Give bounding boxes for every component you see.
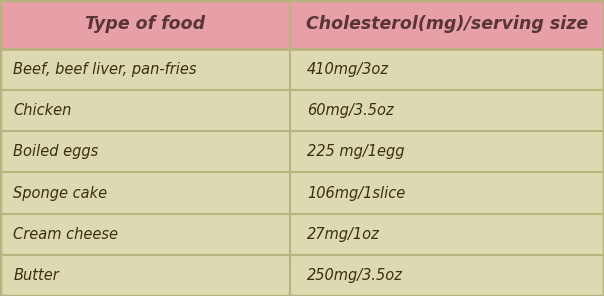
Text: 410mg/3oz: 410mg/3oz xyxy=(307,62,389,77)
Text: Beef, beef liver, pan-fries: Beef, beef liver, pan-fries xyxy=(13,62,197,77)
Text: 60mg/3.5oz: 60mg/3.5oz xyxy=(307,103,393,118)
Text: 106mg/1slice: 106mg/1slice xyxy=(307,186,405,200)
Bar xyxy=(0,0,604,49)
Text: Butter: Butter xyxy=(13,268,59,283)
Text: 27mg/1oz: 27mg/1oz xyxy=(307,227,379,242)
Text: 250mg/3.5oz: 250mg/3.5oz xyxy=(307,268,403,283)
Text: Boiled eggs: Boiled eggs xyxy=(13,144,98,159)
Text: Type of food: Type of food xyxy=(85,15,205,33)
Text: Chicken: Chicken xyxy=(13,103,72,118)
Text: Sponge cake: Sponge cake xyxy=(13,186,108,200)
Text: Cholesterol(mg)/serving size: Cholesterol(mg)/serving size xyxy=(306,15,588,33)
Text: 225 mg/1egg: 225 mg/1egg xyxy=(307,144,404,159)
Text: Cream cheese: Cream cheese xyxy=(13,227,118,242)
